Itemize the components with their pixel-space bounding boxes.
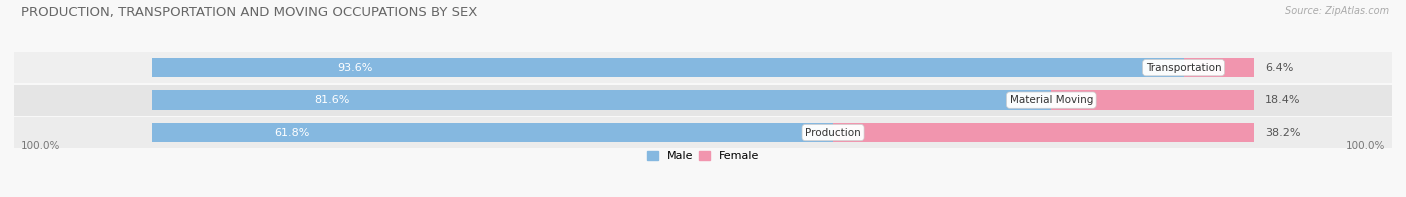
Text: 81.6%: 81.6% bbox=[314, 95, 349, 105]
Text: 100.0%: 100.0% bbox=[21, 141, 60, 151]
Text: PRODUCTION, TRANSPORTATION AND MOVING OCCUPATIONS BY SEX: PRODUCTION, TRANSPORTATION AND MOVING OC… bbox=[21, 6, 478, 19]
Text: Production: Production bbox=[806, 128, 860, 138]
Bar bbox=[152, 58, 1184, 77]
Text: Material Moving: Material Moving bbox=[1010, 95, 1092, 105]
Text: 38.2%: 38.2% bbox=[1265, 128, 1301, 138]
Bar bbox=[834, 123, 1254, 142]
Bar bbox=[14, 85, 1392, 115]
Text: 93.6%: 93.6% bbox=[337, 63, 373, 73]
Bar bbox=[152, 90, 1052, 110]
Bar bbox=[1184, 58, 1254, 77]
Text: 18.4%: 18.4% bbox=[1265, 95, 1301, 105]
Text: 6.4%: 6.4% bbox=[1265, 63, 1294, 73]
Text: Source: ZipAtlas.com: Source: ZipAtlas.com bbox=[1285, 6, 1389, 16]
Bar bbox=[14, 52, 1392, 83]
Text: 61.8%: 61.8% bbox=[274, 128, 309, 138]
Bar bbox=[14, 117, 1392, 148]
Bar bbox=[1052, 90, 1254, 110]
Text: 100.0%: 100.0% bbox=[1346, 141, 1385, 151]
Legend: Male, Female: Male, Female bbox=[647, 151, 759, 161]
Text: Transportation: Transportation bbox=[1146, 63, 1222, 73]
Bar bbox=[152, 123, 834, 142]
